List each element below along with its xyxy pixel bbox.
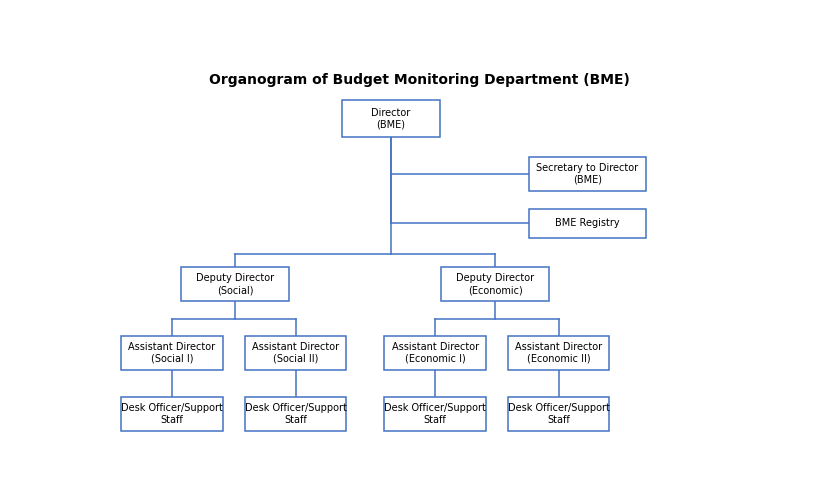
Text: Assistant Director
(Economic II): Assistant Director (Economic II) xyxy=(515,342,602,364)
FancyBboxPatch shape xyxy=(245,396,346,431)
FancyBboxPatch shape xyxy=(342,100,440,137)
Text: Organogram of Budget Monitoring Department (BME): Organogram of Budget Monitoring Departme… xyxy=(209,73,630,87)
FancyBboxPatch shape xyxy=(182,267,290,301)
FancyBboxPatch shape xyxy=(121,336,222,370)
Text: Assistant Director
(Social II): Assistant Director (Social II) xyxy=(252,342,339,364)
Text: Deputy Director
(Economic): Deputy Director (Economic) xyxy=(456,273,534,295)
FancyBboxPatch shape xyxy=(384,396,486,431)
Text: Desk Officer/Support
Staff: Desk Officer/Support Staff xyxy=(384,403,486,425)
FancyBboxPatch shape xyxy=(508,396,609,431)
Text: Desk Officer/Support
Staff: Desk Officer/Support Staff xyxy=(508,403,609,425)
Text: Secretary to Director
(BME): Secretary to Director (BME) xyxy=(536,163,638,185)
Text: Deputy Director
(Social): Deputy Director (Social) xyxy=(196,273,275,295)
FancyBboxPatch shape xyxy=(508,336,609,370)
Text: Assistant Director
(Economic I): Assistant Director (Economic I) xyxy=(392,342,479,364)
Text: BME Registry: BME Registry xyxy=(555,218,619,228)
FancyBboxPatch shape xyxy=(528,209,646,238)
FancyBboxPatch shape xyxy=(121,396,222,431)
Text: Desk Officer/Support
Staff: Desk Officer/Support Staff xyxy=(121,403,223,425)
Text: Assistant Director
(Social I): Assistant Director (Social I) xyxy=(128,342,216,364)
Text: Desk Officer/Support
Staff: Desk Officer/Support Staff xyxy=(245,403,347,425)
FancyBboxPatch shape xyxy=(245,336,346,370)
FancyBboxPatch shape xyxy=(442,267,549,301)
FancyBboxPatch shape xyxy=(384,336,486,370)
FancyBboxPatch shape xyxy=(528,156,646,191)
Text: Director
(BME): Director (BME) xyxy=(371,108,411,129)
